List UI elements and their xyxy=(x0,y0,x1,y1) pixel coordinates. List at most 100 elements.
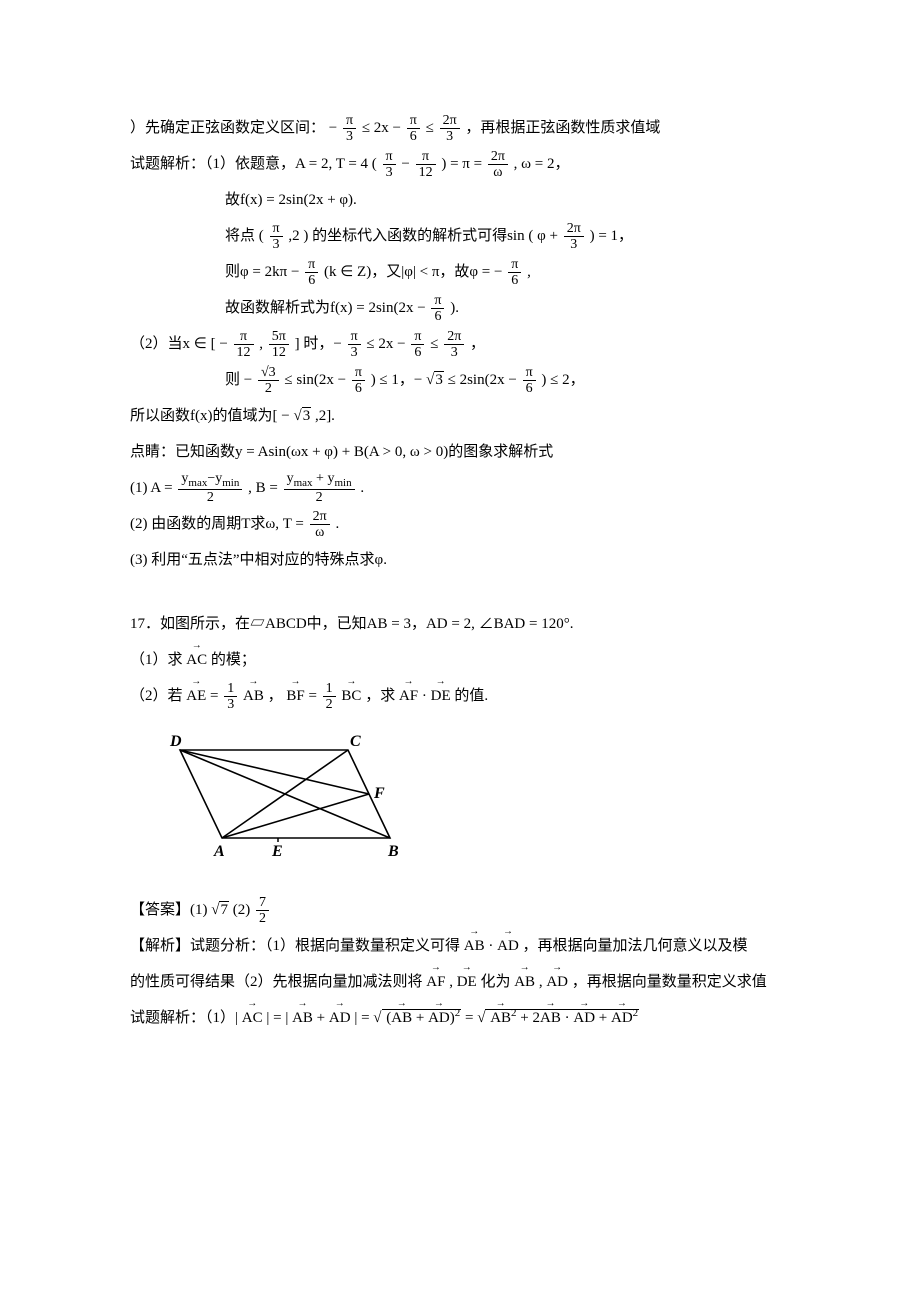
fraction: 72 xyxy=(256,895,269,927)
line-solution-1: 试题解析：（1）依题意，A = 2, T = 4 ( π3 − π12 ) = … xyxy=(130,146,790,182)
fraction: 2πω xyxy=(488,149,508,181)
fraction: π3 xyxy=(343,113,356,145)
fraction: 2π3 xyxy=(444,329,464,361)
text: 故函数解析式为f(x) = 2sin(2x − xyxy=(225,300,429,316)
line-note: 点睛：已知函数y = Asin(ωx + φ) + B(A > 0, ω > 0… xyxy=(130,434,790,470)
fraction: 2π3 xyxy=(564,221,584,253)
label-B: B xyxy=(387,843,399,860)
fraction: √32 xyxy=(258,365,279,397)
vector-DE: DE xyxy=(457,964,477,1000)
text: ) xyxy=(441,156,446,172)
fraction: 12 xyxy=(323,681,336,713)
line-domain-interval: ）先确定正弦函数定义区间： − π3 ≤ 2x − π6 ≤ 2π3 ，再根据正… xyxy=(130,110,790,146)
text: 【解析】试题分析：（1）根据向量数量积定义可得 xyxy=(130,938,460,954)
text: ,2 xyxy=(288,228,299,244)
text: 则φ = 2kπ − xyxy=(225,264,303,280)
text: . xyxy=(335,516,339,532)
sqrt: AB2 + 2AB · AD + AD2 xyxy=(477,1000,639,1036)
text: − xyxy=(329,120,337,136)
text: = xyxy=(210,688,222,704)
text: , ω = 2， xyxy=(514,156,570,172)
text: | = | xyxy=(266,1010,288,1026)
line-formula-A-B: (1) A = ymax−ymin 2 , B = ymax + ymin 2 … xyxy=(130,470,790,506)
answer-line: 【答案】(1) 7 (2) 72 xyxy=(130,892,790,928)
line-fx-final: 故函数解析式为f(x) = 2sin(2x − π6 ). xyxy=(130,290,790,326)
fraction: π3 xyxy=(348,329,361,361)
text: ，再根据正弦函数性质求值域 xyxy=(465,120,660,136)
line-phi: 则φ = 2kπ − π6 (k ∈ Z)，又|φ| < π，故φ = − π6… xyxy=(130,254,790,290)
fraction: ymax + ymin 2 xyxy=(284,471,355,505)
text: 试题解析：（1）| xyxy=(130,1010,238,1026)
label-D: D xyxy=(169,733,182,750)
fraction: π6 xyxy=(523,365,536,397)
text: − xyxy=(219,336,231,352)
line-range-result: 所以函数f(x)的值域为[ − 3 ,2]. xyxy=(130,398,790,434)
text: [ xyxy=(211,336,216,352)
text: ， xyxy=(268,688,283,704)
text: (2) xyxy=(233,902,251,918)
text: ] xyxy=(295,336,300,352)
text: 试题解析：（1）依题意，A = 2, T = 4 xyxy=(130,156,368,172)
text: ) ≤ 1，− xyxy=(371,372,426,388)
text: ,2]. xyxy=(315,408,335,424)
text: = 1， xyxy=(598,228,633,244)
line-five-point: (3) 利用“五点法”中相对应的特殊点求φ. xyxy=(130,542,790,578)
vector-DE: DE xyxy=(431,678,451,714)
label-A: A xyxy=(213,843,225,860)
fraction: π6 xyxy=(305,257,318,289)
text: , B = xyxy=(248,480,281,496)
text: ≤ xyxy=(430,336,442,352)
vector-AE: AE xyxy=(186,678,206,714)
text: 的性质可得结果（2）先根据向量加减法则将 xyxy=(130,974,423,990)
text: 【答案】(1) xyxy=(130,902,208,918)
text: (1) A = xyxy=(130,480,176,496)
fraction: π3 xyxy=(383,149,396,181)
text: + xyxy=(317,1010,329,1026)
text: ) xyxy=(590,228,595,244)
line-range-sin: 则 − √32 ≤ sin(2x − π6 ) ≤ 1，− 3 ≤ 2sin(2… xyxy=(130,362,790,398)
text: , xyxy=(259,336,263,352)
sqrt: 7 xyxy=(211,892,229,928)
analysis-line-2: 的性质可得结果（2）先根据向量加减法则将 AF , DE 化为 AB , AD … xyxy=(130,964,790,1000)
text: 化为 xyxy=(480,974,510,990)
q17-part1: （1）求 AC 的模； xyxy=(130,642,790,678)
text: (k ∈ Z)，又|φ| < π，故φ = − xyxy=(324,264,506,280)
text: = xyxy=(308,688,320,704)
vector-AB: AB xyxy=(243,678,264,714)
text: ）先确定正弦函数定义区间： xyxy=(130,120,325,136)
text: = π = xyxy=(450,156,486,172)
q17-part2: （2）若 AE = 13 AB ， BF = 12 BC ，求 AF · DE … xyxy=(130,678,790,714)
text: （1）求 xyxy=(130,652,183,668)
text: ≤ sin(2x − xyxy=(284,372,349,388)
text: 时，− xyxy=(303,336,345,352)
text: (2) 由函数的周期T求ω, T = xyxy=(130,516,308,532)
text: ≤ 2x − xyxy=(362,120,401,136)
sqrt: (AB + AD)2 xyxy=(373,1000,461,1036)
vector-AB: AB xyxy=(292,1000,313,1036)
text: − xyxy=(401,156,413,172)
line-part2: （2）当x ∈ [ − π12 , 5π12 ] 时，− π3 ≤ 2x − π… xyxy=(130,326,790,362)
text: ) xyxy=(303,228,308,244)
proof-line: 试题解析：（1）| AC | = | AB + AD | = (AB + AD)… xyxy=(130,1000,790,1036)
label-C: C xyxy=(350,733,361,750)
text: ( xyxy=(528,228,533,244)
text: 的模； xyxy=(211,652,256,668)
text: φ + xyxy=(537,228,562,244)
text: ≤ xyxy=(426,120,434,136)
q17-title: 17．如图所示，在▱ABCD中，已知AB = 3，AD = 2, ∠BAD = … xyxy=(130,606,790,642)
vector-AD: AD xyxy=(329,1000,351,1036)
text: , xyxy=(527,264,531,280)
text: = xyxy=(465,1010,477,1026)
vector-AC: AC xyxy=(242,1000,263,1036)
text: ) ≤ 2， xyxy=(541,372,584,388)
vector-BF: BF xyxy=(286,678,304,714)
fraction: π6 xyxy=(431,293,444,325)
label-E: E xyxy=(271,843,283,860)
text: ≤ 2x − xyxy=(366,336,409,352)
text: （2）若 xyxy=(130,688,183,704)
text: · xyxy=(422,688,431,704)
text: 将点 xyxy=(225,228,255,244)
vector-AB: AB xyxy=(514,964,535,1000)
text: , xyxy=(539,974,547,990)
fraction: 5π12 xyxy=(269,329,289,361)
